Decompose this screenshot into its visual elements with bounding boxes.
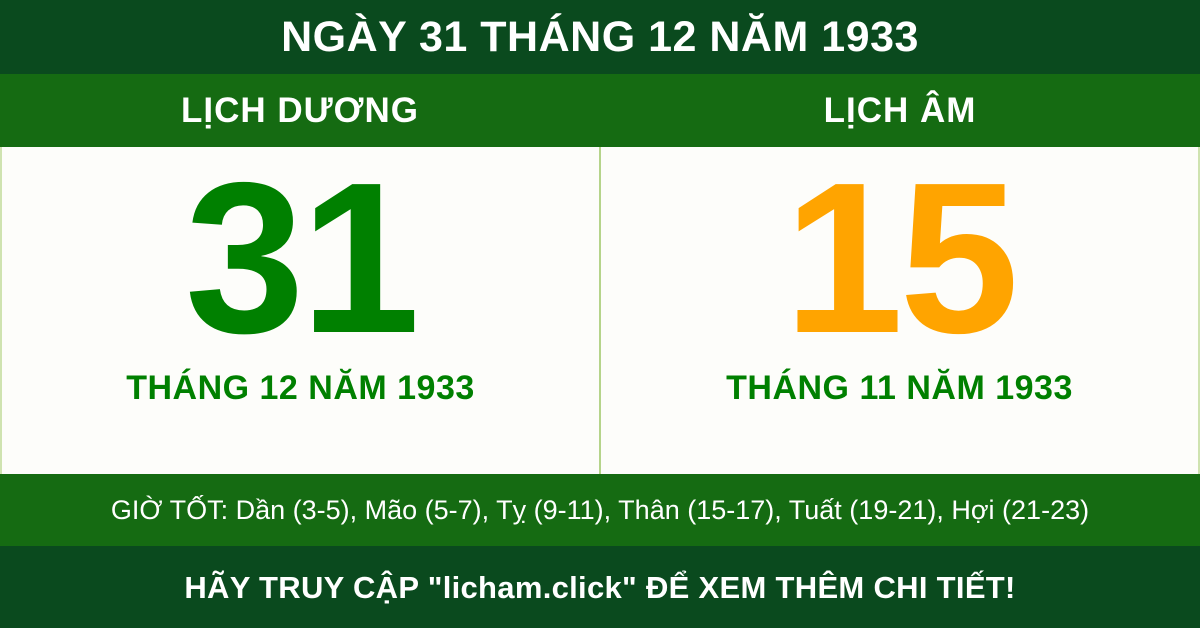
solar-month-year-label: THÁNG 12 NĂM 1933 <box>126 368 475 407</box>
solar-column-header-label: LỊCH DƯƠNG <box>180 91 420 130</box>
solar-day-number: 31 <box>184 137 420 378</box>
lunar-column-header: LỊCH ÂM <box>600 74 1200 147</box>
title-bar: NGÀY 31 THÁNG 12 NĂM 1933 <box>0 0 1200 74</box>
good-hours-bar: GIỜ TỐT: Dần (3-5), Mão (5-7), Tỵ (9-11)… <box>0 474 1200 546</box>
panel-divider <box>599 147 601 474</box>
lunar-month-year-label: THÁNG 11 NĂM 1933 <box>726 368 1073 407</box>
good-hours-text: GIỜ TỐT: Dần (3-5), Mão (5-7), Tỵ (9-11)… <box>110 494 1090 525</box>
lunar-day-number: 15 <box>783 137 1019 378</box>
calendar-type-bar: LỊCH DƯƠNG LỊCH ÂM <box>0 74 1200 147</box>
footer-cta-bar: HÃY TRUY CẬP "licham.click" ĐỂ XEM THÊM … <box>0 546 1200 628</box>
calendar-panels: 31 THÁNG 12 NĂM 1933 15 THÁNG 11 NĂM 193… <box>0 147 1200 474</box>
lunar-date-panel: 15 THÁNG 11 NĂM 1933 <box>601 147 1198 474</box>
page-title: NGÀY 31 THÁNG 12 NĂM 1933 <box>281 12 919 61</box>
solar-column-header: LỊCH DƯƠNG <box>0 74 600 147</box>
lunar-column-header-label: LỊCH ÂM <box>823 91 977 130</box>
footer-cta-text: HÃY TRUY CẬP "licham.click" ĐỂ XEM THÊM … <box>184 569 1016 605</box>
solar-date-panel: 31 THÁNG 12 NĂM 1933 <box>2 147 599 474</box>
